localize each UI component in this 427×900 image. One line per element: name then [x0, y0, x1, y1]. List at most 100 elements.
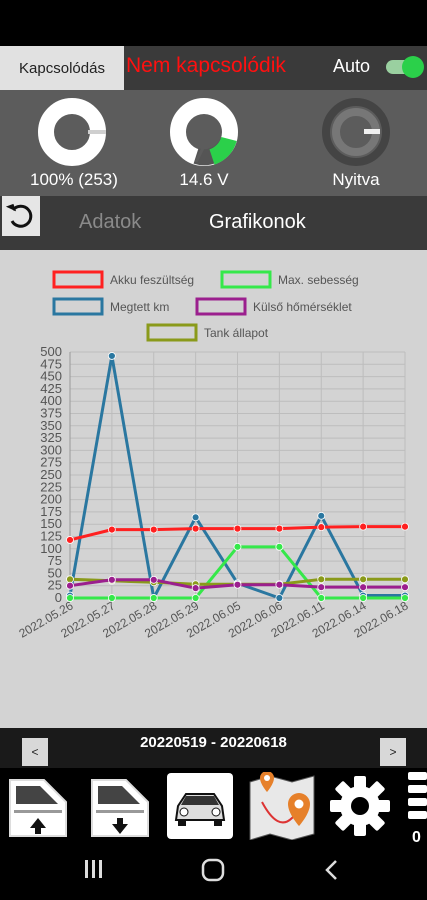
data-point: [191, 584, 200, 593]
line-chart: Akku feszültség Max. sebesség Megtett km Kü…: [16, 270, 411, 641]
map-button[interactable]: [248, 771, 316, 841]
y-tick-label: 75: [48, 553, 62, 568]
tab-data[interactable]: Adatok: [79, 211, 142, 233]
connect-button[interactable]: Kapcsolódás: [0, 46, 124, 90]
data-point: [401, 583, 409, 592]
y-tick-label: 200: [40, 492, 62, 507]
y-tick-label: 325: [40, 430, 62, 445]
status-bar: [0, 0, 427, 46]
legend-label: Akku feszültség: [110, 273, 194, 287]
data-point: [191, 594, 200, 602]
y-tick-label: 25: [48, 578, 62, 593]
data-point: [359, 522, 368, 531]
voltage-value: 14.6 V: [179, 170, 229, 189]
undo-icon: [5, 203, 33, 228]
signal-counter: 0: [412, 829, 421, 846]
legend-swatch: [220, 270, 272, 289]
auto-label: Auto: [333, 56, 371, 76]
tab-bar: Adatok Grafikonok: [0, 196, 427, 250]
y-tick-label: 175: [40, 504, 62, 519]
date-range: 20220519 - 20220618: [140, 734, 287, 751]
data-point: [275, 580, 284, 589]
legend-swatch: [195, 297, 247, 316]
data-point: [317, 511, 326, 520]
data-point: [275, 542, 284, 551]
y-tick-label: 250: [40, 467, 62, 482]
y-tick-label: 350: [40, 418, 62, 433]
y-tick-label: 400: [40, 393, 62, 408]
data-point: [275, 524, 284, 533]
data-point: [359, 583, 368, 592]
lock-gauge: Nyitva: [314, 96, 398, 190]
legend-label: Max. sebesség: [278, 273, 359, 287]
data-point: [66, 594, 74, 602]
y-tick-label: 450: [40, 369, 62, 384]
y-tick-label: 0: [55, 590, 62, 605]
map-icon: [249, 771, 315, 841]
data-point: [233, 580, 242, 589]
gauge-panel: 100% (253) 14.6 V Nyitva: [0, 90, 427, 196]
signal-meter: 0: [406, 770, 427, 846]
next-button[interactable]: >: [380, 738, 406, 766]
y-tick-label: 50: [48, 565, 62, 580]
y-tick-label: 475: [40, 356, 62, 371]
data-point: [66, 581, 74, 590]
legend-swatch: [146, 323, 198, 342]
system-nav-bar: [0, 844, 427, 900]
recent-apps-icon[interactable]: [82, 858, 106, 886]
back-nav-icon[interactable]: [322, 858, 342, 888]
toolbar: 0: [0, 768, 427, 846]
y-tick-label: 225: [40, 479, 62, 494]
battery-value: 100% (253): [30, 170, 118, 189]
connection-status: Nem kapcsolódik: [126, 54, 286, 77]
toggle-knob: [402, 56, 424, 78]
legend-label: Megtett km: [110, 300, 169, 314]
window-down-icon: [91, 779, 149, 837]
data-point: [401, 575, 409, 584]
y-tick-label: 500: [40, 344, 62, 359]
data-point: [149, 594, 158, 602]
data-point: [275, 594, 284, 602]
battery-ring-icon: [38, 98, 106, 166]
data-point: [401, 594, 409, 602]
legend-label: Tank állapot: [204, 326, 269, 340]
car-icon: [167, 773, 233, 839]
lock-status: Nyitva: [332, 170, 380, 189]
lock-ring-icon: [322, 98, 390, 166]
tab-charts[interactable]: Grafikonok: [209, 211, 306, 233]
legend-swatch: [52, 297, 104, 316]
data-point: [107, 525, 116, 534]
signal-bars-icon: [408, 772, 427, 819]
home-icon[interactable]: [200, 858, 226, 888]
y-tick-label: 100: [40, 541, 62, 556]
gear-icon: [330, 776, 390, 836]
back-button[interactable]: [2, 196, 40, 236]
date-nav: < 20220519 - 20220618 >: [0, 728, 427, 768]
data-point: [317, 583, 326, 592]
data-point: [359, 575, 368, 584]
prev-button[interactable]: <: [22, 738, 48, 766]
data-point: [66, 536, 74, 544]
battery-gauge: 100% (253): [30, 96, 118, 190]
data-point: [359, 594, 368, 602]
y-tick-label: 150: [40, 516, 62, 531]
legend-swatch: [52, 270, 104, 289]
data-point: [191, 513, 200, 522]
window-down-button[interactable]: [86, 772, 154, 840]
data-point: [66, 575, 74, 584]
window-up-icon: [9, 779, 67, 837]
chart-area: Akku feszültség Max. sebesség Megtett km Kü…: [0, 250, 427, 728]
data-point: [233, 524, 242, 533]
auto-toggle[interactable]: [384, 55, 424, 79]
voltage-ring-icon: [170, 98, 238, 166]
data-point: [317, 575, 326, 584]
legend-label: Külső hőmérséklet: [253, 300, 352, 314]
window-up-button[interactable]: [4, 772, 72, 840]
y-tick-label: 425: [40, 381, 62, 396]
car-button[interactable]: [166, 772, 234, 840]
data-point: [107, 594, 116, 602]
data-point: [317, 594, 326, 602]
data-point: [107, 352, 116, 360]
settings-button[interactable]: [326, 772, 394, 840]
top-bar: Kapcsolódás Nem kapcsolódik Auto: [0, 46, 427, 90]
